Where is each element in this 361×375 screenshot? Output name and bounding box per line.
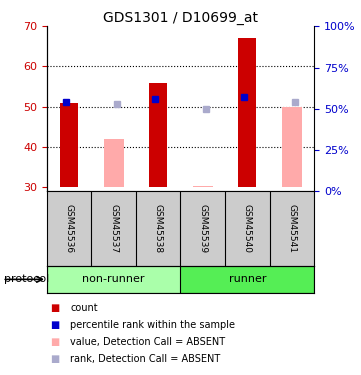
Text: count: count <box>70 303 98 313</box>
Text: ■: ■ <box>51 354 60 364</box>
Text: ■: ■ <box>51 320 60 330</box>
Text: protocol: protocol <box>4 274 49 284</box>
Text: runner: runner <box>229 274 266 284</box>
Text: GSM45537: GSM45537 <box>109 204 118 254</box>
Text: non-runner: non-runner <box>82 274 145 284</box>
Bar <box>104 139 124 187</box>
Bar <box>149 82 167 187</box>
Text: value, Detection Call = ABSENT: value, Detection Call = ABSENT <box>70 337 226 347</box>
Text: GSM45540: GSM45540 <box>243 204 252 253</box>
Bar <box>282 107 302 187</box>
Bar <box>47 266 180 292</box>
Text: GSM45536: GSM45536 <box>65 204 74 254</box>
Text: rank, Detection Call = ABSENT: rank, Detection Call = ABSENT <box>70 354 221 364</box>
Bar <box>60 103 78 187</box>
Text: GSM45541: GSM45541 <box>287 204 296 253</box>
Bar <box>180 266 314 292</box>
Text: percentile rank within the sample: percentile rank within the sample <box>70 320 235 330</box>
Bar <box>193 186 213 187</box>
Bar <box>238 38 256 187</box>
Text: GSM45539: GSM45539 <box>198 204 207 254</box>
Text: ■: ■ <box>51 303 60 313</box>
Title: GDS1301 / D10699_at: GDS1301 / D10699_at <box>103 11 258 25</box>
Text: GSM45538: GSM45538 <box>154 204 163 254</box>
Text: ■: ■ <box>51 337 60 347</box>
